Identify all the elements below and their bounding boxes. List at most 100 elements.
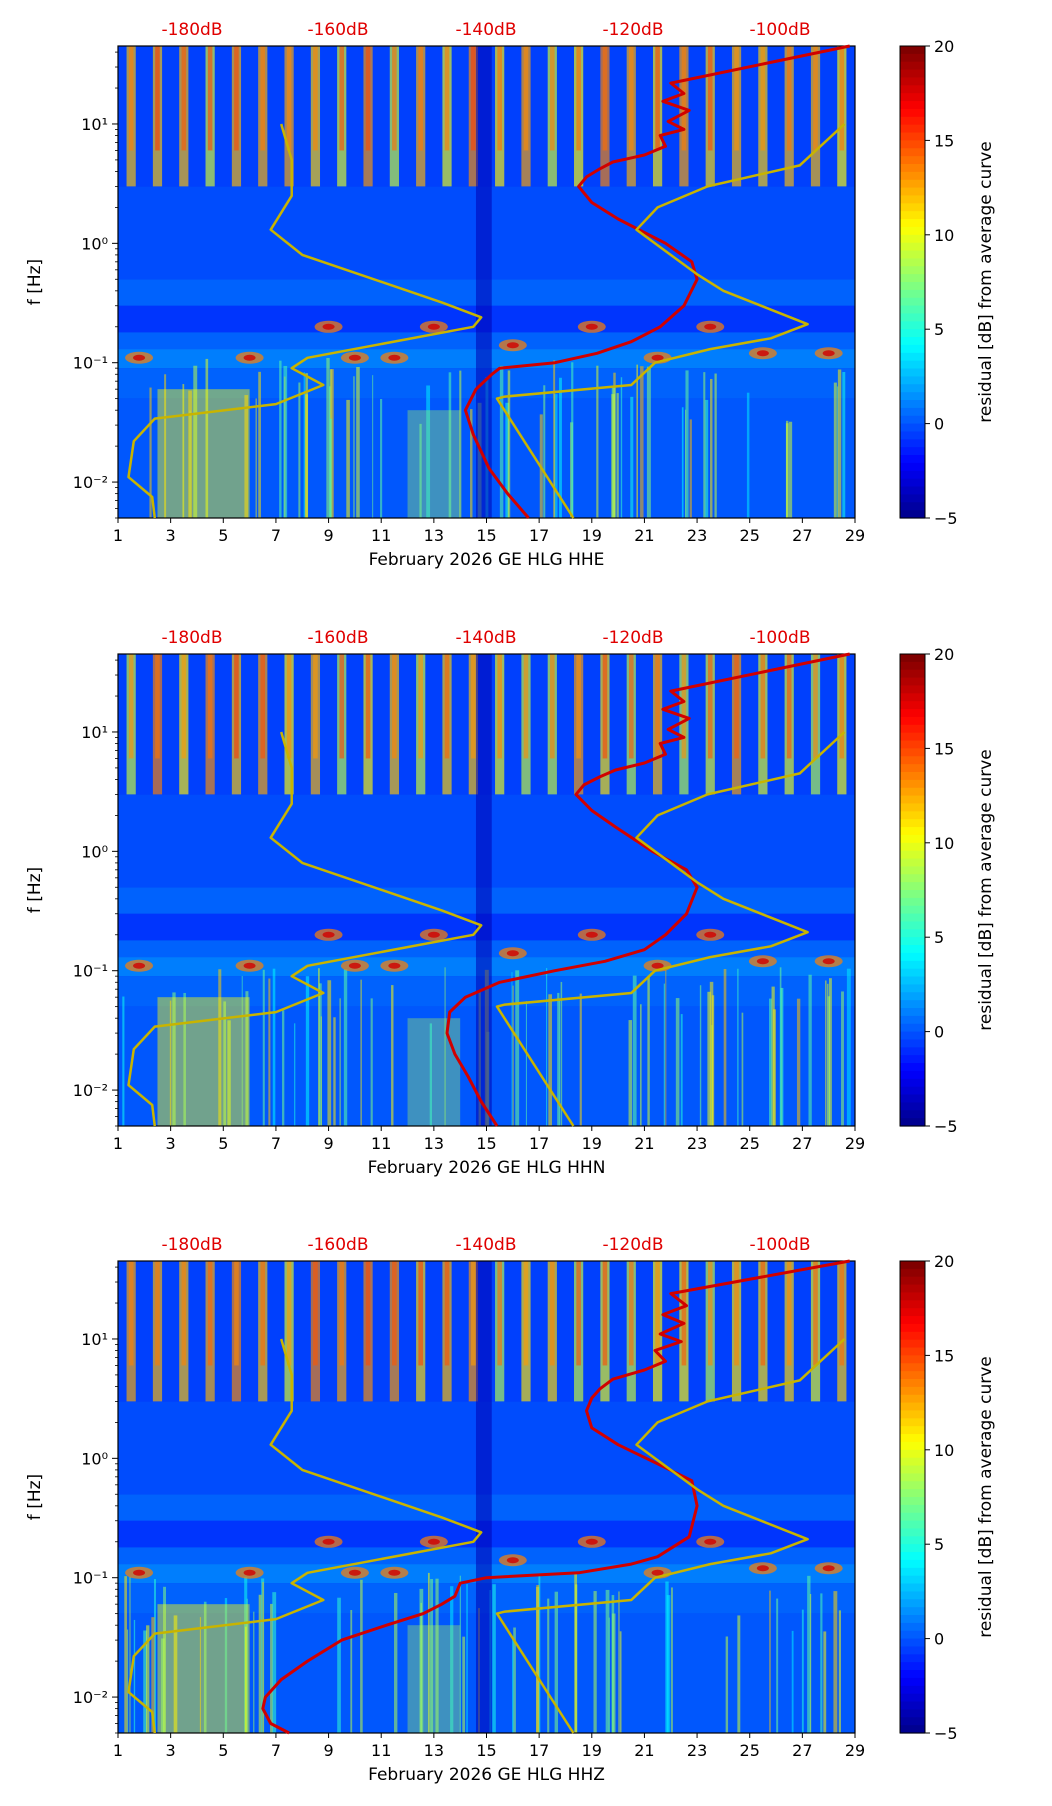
colorbar-tick-label: −5	[934, 509, 958, 528]
db-scale-label: -160dB	[307, 628, 368, 648]
x-tick-label: 3	[166, 1134, 176, 1153]
x-tick-label: 19	[582, 1741, 602, 1760]
yellow-noise-model-line-2	[495, 123, 846, 519]
x-tick-label: 23	[687, 1741, 707, 1760]
db-scale-label: -180dB	[161, 1235, 222, 1255]
x-tick-label: 19	[582, 1134, 602, 1153]
y-tick-label: 10⁰	[81, 1449, 108, 1468]
x-tick-label: 1	[113, 526, 123, 545]
y-tick-label: 10⁻¹	[73, 962, 108, 981]
colorbar-tick-label: 10	[934, 834, 954, 853]
x-tick-label: 7	[271, 1741, 281, 1760]
y-axis-label: f [Hz]	[25, 1474, 45, 1520]
x-tick-label: 3	[166, 526, 176, 545]
x-tick-label: 25	[740, 1134, 760, 1153]
spectrogram-heatmap	[118, 46, 855, 518]
colorbar-tick-label: 15	[934, 739, 954, 758]
red-psd-curve	[463, 44, 851, 519]
yellow-noise-model-line-2	[495, 1338, 846, 1734]
x-tick-label: 3	[166, 1741, 176, 1760]
x-tick-label: 17	[529, 1134, 549, 1153]
x-tick-label: 29	[845, 1741, 865, 1760]
x-tick-label: 13	[424, 1134, 444, 1153]
db-scale-label: -140dB	[455, 1235, 516, 1255]
colorbar-tick-label: −5	[934, 1117, 958, 1136]
colorbar-tick-label: 10	[934, 226, 954, 245]
colorbar-tick-label: 20	[934, 37, 954, 56]
x-tick-label: 7	[271, 1134, 281, 1153]
y-tick-label: 10¹	[81, 1330, 108, 1349]
db-scale-label: -100dB	[749, 628, 810, 648]
x-tick-label: 7	[271, 526, 281, 545]
db-scale-label: -100dB	[749, 1235, 810, 1255]
db-scale-label: -120dB	[602, 1235, 663, 1255]
x-tick-label: 27	[792, 526, 812, 545]
red-psd-curve	[261, 1259, 850, 1735]
colorbar-tick-label: 15	[934, 1346, 954, 1365]
db-scale-label: -180dB	[161, 628, 222, 648]
x-tick-label: 5	[218, 1741, 228, 1760]
y-tick-label: 10⁰	[81, 842, 108, 861]
spectrogram-heatmap	[118, 654, 855, 1126]
y-tick-label: 10⁻²	[73, 473, 108, 492]
x-tick-label: 15	[476, 1134, 496, 1153]
x-tick-label: 5	[218, 526, 228, 545]
x-tick-label: 9	[323, 526, 333, 545]
x-tick-label: 19	[582, 526, 602, 545]
y-tick-label: 10¹	[81, 723, 108, 742]
colorbar-tick-label: 0	[934, 1023, 944, 1042]
y-tick-label: 10⁻²	[73, 1688, 108, 1707]
x-axis-label: February 2026 GE HLG HHE	[369, 550, 605, 570]
x-tick-label: 1	[113, 1134, 123, 1153]
x-tick-label: 29	[845, 1134, 865, 1153]
x-tick-label: 9	[323, 1741, 333, 1760]
db-scale-label: -180dB	[161, 20, 222, 40]
db-scale-label: -140dB	[455, 628, 516, 648]
x-tick-label: 25	[740, 1741, 760, 1760]
y-axis-label: f [Hz]	[25, 867, 45, 913]
y-axis-label: f [Hz]	[25, 259, 45, 305]
colorbar-tick-label: 20	[934, 1252, 954, 1271]
colorbar-tick-label: 5	[934, 320, 944, 339]
yellow-noise-model-line-2	[495, 731, 846, 1127]
colorbar: 20 15 10 5 0 −5 residual [dB] from average cur…	[899, 1252, 996, 1743]
colorbar-tick-label: 0	[934, 415, 944, 434]
y-tick-label: 10¹	[81, 115, 108, 134]
x-tick-label: 11	[371, 1134, 391, 1153]
db-scale-label: -160dB	[307, 20, 368, 40]
x-tick-label: 17	[529, 526, 549, 545]
yellow-noise-model-line-1	[127, 1338, 483, 1734]
colorbar-tick-label: 10	[934, 1441, 954, 1460]
x-tick-label: 29	[845, 526, 865, 545]
y-tick-label: 10⁻¹	[73, 1569, 108, 1588]
colorbar-tick-label: 20	[934, 645, 954, 664]
x-tick-label: 11	[371, 526, 391, 545]
colorbar-tick-label: 15	[934, 131, 954, 150]
colorbar-label: residual [dB] from average curve	[976, 749, 996, 1030]
spectrogram-heatmap	[118, 1261, 855, 1733]
x-tick-label: 15	[476, 1741, 496, 1760]
red-psd-curve	[445, 652, 851, 1127]
db-scale-label: -100dB	[749, 20, 810, 40]
x-tick-label: 11	[371, 1741, 391, 1760]
x-tick-label: 17	[529, 1741, 549, 1760]
yellow-noise-model-line-1	[127, 731, 483, 1127]
colorbar: 20 15 10 5 0 −5 residual [dB] from average cur…	[899, 37, 996, 528]
db-scale-label: -160dB	[307, 1235, 368, 1255]
x-tick-label: 27	[792, 1741, 812, 1760]
colorbar-tick-label: −5	[934, 1724, 958, 1743]
x-tick-label: 21	[634, 1134, 654, 1153]
db-scale-label: -120dB	[602, 628, 663, 648]
x-tick-label: 25	[740, 526, 760, 545]
x-tick-label: 13	[424, 526, 444, 545]
x-tick-label: 13	[424, 1741, 444, 1760]
y-tick-label: 10⁰	[81, 234, 108, 253]
colorbar-label: residual [dB] from average curve	[976, 1356, 996, 1637]
colorbar-tick-label: 5	[934, 1535, 944, 1554]
colorbar-tick-label: 0	[934, 1630, 944, 1649]
colorbar-label: residual [dB] from average curve	[976, 141, 996, 422]
x-axis-label: February 2026 GE HLG HHZ	[368, 1765, 605, 1785]
x-tick-label: 21	[634, 526, 654, 545]
